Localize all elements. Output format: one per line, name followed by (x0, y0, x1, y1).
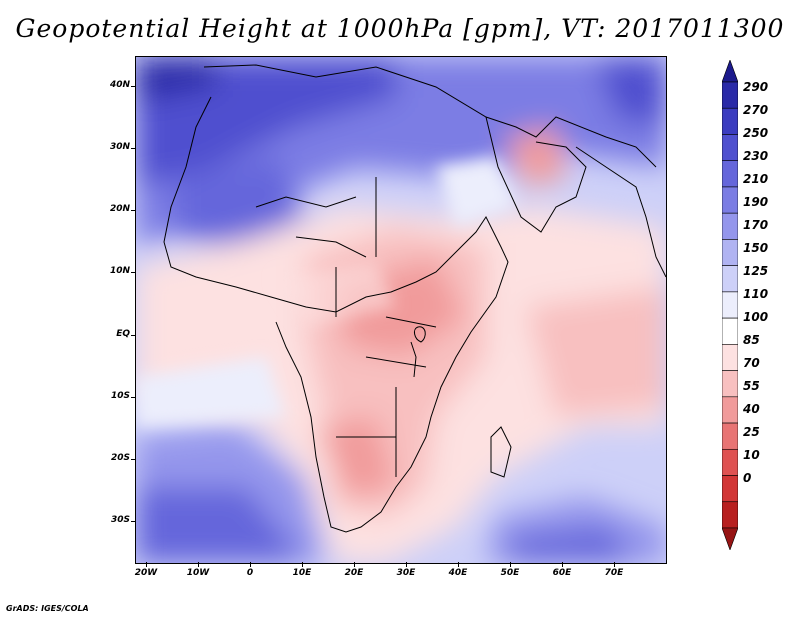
colorbar-label: 250 (743, 126, 769, 140)
colorbar-label: 0 (743, 471, 752, 485)
colorbar-label: 125 (743, 264, 769, 278)
country-borders (255, 177, 437, 477)
red-sea-arabia (485, 116, 587, 233)
colorbar-swatch (722, 291, 738, 319)
asia-coast (575, 146, 666, 278)
colorbar-swatch (722, 186, 738, 214)
lon-tick (198, 562, 199, 567)
colorbar-label: 25 (743, 425, 760, 439)
colorbar-swatch (722, 239, 738, 266)
colorbar-label: 230 (743, 149, 769, 163)
colorbar-label: 70 (743, 356, 760, 370)
colorbar-label: 85 (743, 333, 760, 347)
colorbar-swatch (722, 422, 738, 450)
colorbar-swatch (722, 370, 738, 398)
lon-label-30e: 30E (396, 568, 416, 578)
lon-label-10w: 10W (186, 568, 210, 578)
colorbar-swatch (722, 134, 738, 162)
colorbar-swatch (722, 448, 738, 476)
lon-label-20e: 20E (344, 568, 364, 578)
lat-label-eq: EQ (116, 329, 130, 339)
colorbar-label: 10 (743, 448, 760, 462)
colorbar-swatch (722, 396, 738, 424)
lon-tick (302, 562, 303, 567)
map-plot-area (135, 56, 667, 564)
lon-label-10e: 10E (292, 568, 312, 578)
lon-tick (562, 562, 563, 567)
geopotential-map (136, 57, 666, 563)
lake-victoria (413, 326, 426, 343)
map-title: Geopotential Height at 1000hPa [gpm], VT… (15, 14, 785, 43)
lat-label-30n: 30N (109, 142, 130, 152)
lat-label-30s: 30S (110, 515, 130, 525)
coastlines (163, 64, 666, 533)
colorbar-swatch (722, 60, 738, 83)
colorbar-label: 55 (743, 379, 760, 393)
lat-label-20n: 20N (109, 204, 130, 214)
colorbar-swatch (722, 107, 738, 135)
colorbar-swatch (722, 527, 738, 550)
colorbar-swatch (722, 344, 738, 371)
lon-label-0: 0 (246, 568, 254, 578)
lat-tick (131, 521, 136, 522)
lon-tick (146, 562, 147, 567)
lon-tick (510, 562, 511, 567)
madagascar (490, 426, 512, 478)
colorbar-label: 110 (743, 287, 769, 301)
colorbar-swatch (722, 212, 738, 240)
lon-label-60e: 60E (552, 568, 572, 578)
height-field-detail (136, 157, 516, 427)
lon-tick (354, 562, 355, 567)
lat-label-10n: 10N (109, 266, 130, 276)
colorbar-label: 210 (743, 172, 769, 186)
lon-tick (614, 562, 615, 567)
lake-tanganyika (410, 341, 417, 378)
lat-tick (131, 272, 136, 273)
colorbar-swatch (722, 81, 738, 109)
lat-tick (131, 148, 136, 149)
lat-tick (131, 397, 136, 398)
colorbar-label: 150 (743, 241, 769, 255)
grads-credit: GrADS: IGES/COLA (6, 604, 89, 613)
colorbar-label: 40 (743, 402, 760, 416)
colorbar-swatch (722, 265, 738, 293)
lon-label-40e: 40E (448, 568, 468, 578)
colorbar-label: 190 (743, 195, 769, 209)
lat-label-40n: 40N (109, 80, 130, 90)
colorbar-swatch (722, 475, 738, 503)
lat-label-10s: 10S (110, 391, 130, 401)
lat-tick (131, 335, 136, 336)
lon-label-50e: 50E (500, 568, 520, 578)
colorbar-swatch (722, 501, 738, 529)
lon-tick (250, 562, 251, 567)
colorbar-label: 100 (743, 310, 769, 324)
lat-tick (131, 459, 136, 460)
lon-label-70e: 70E (604, 568, 624, 578)
colorbar-label: 170 (743, 218, 769, 232)
colorbar-label: 290 (743, 80, 769, 94)
colorbar-label: 270 (743, 103, 769, 117)
colorbar-swatch (722, 317, 738, 345)
lon-label-20w: 20W (134, 568, 158, 578)
lat-tick (131, 210, 136, 211)
lon-tick (406, 562, 407, 567)
colorbar (722, 60, 738, 550)
colorbar-swatch (722, 160, 738, 188)
africa-coast (163, 96, 509, 533)
mediterranean-coast (203, 64, 657, 168)
lon-tick (458, 562, 459, 567)
lat-tick (131, 86, 136, 87)
lat-label-20s: 20S (110, 453, 130, 463)
